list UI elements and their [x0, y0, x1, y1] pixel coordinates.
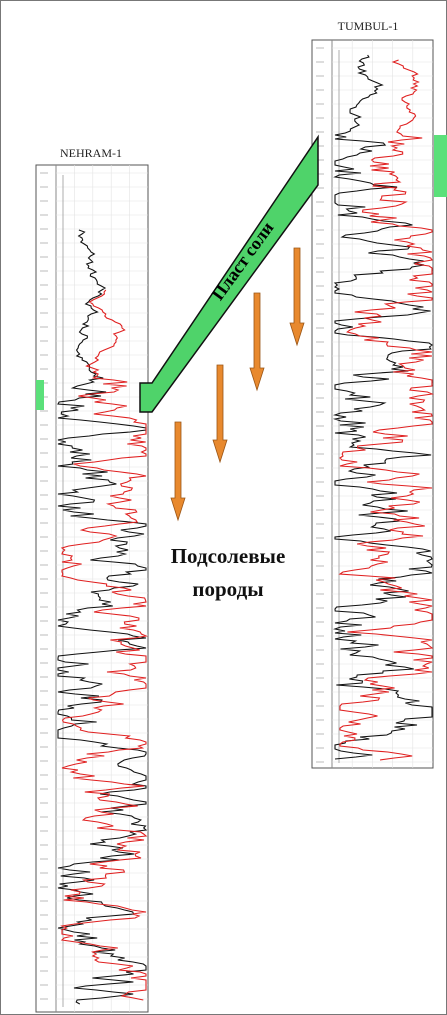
subsalt-label: Подсолевые: [171, 544, 286, 568]
well-name: NEHRAM-1: [60, 146, 122, 160]
salt-marker-left: [36, 380, 44, 410]
well-name: TUMBUL-1: [338, 19, 399, 33]
log-track: [36, 165, 148, 1012]
figure: Пласт соли NEHRAM-1 TUMBUL-1 Подсолевые …: [0, 0, 447, 1015]
salt-marker-right: [434, 135, 447, 197]
subsalt-label: породы: [192, 577, 263, 601]
